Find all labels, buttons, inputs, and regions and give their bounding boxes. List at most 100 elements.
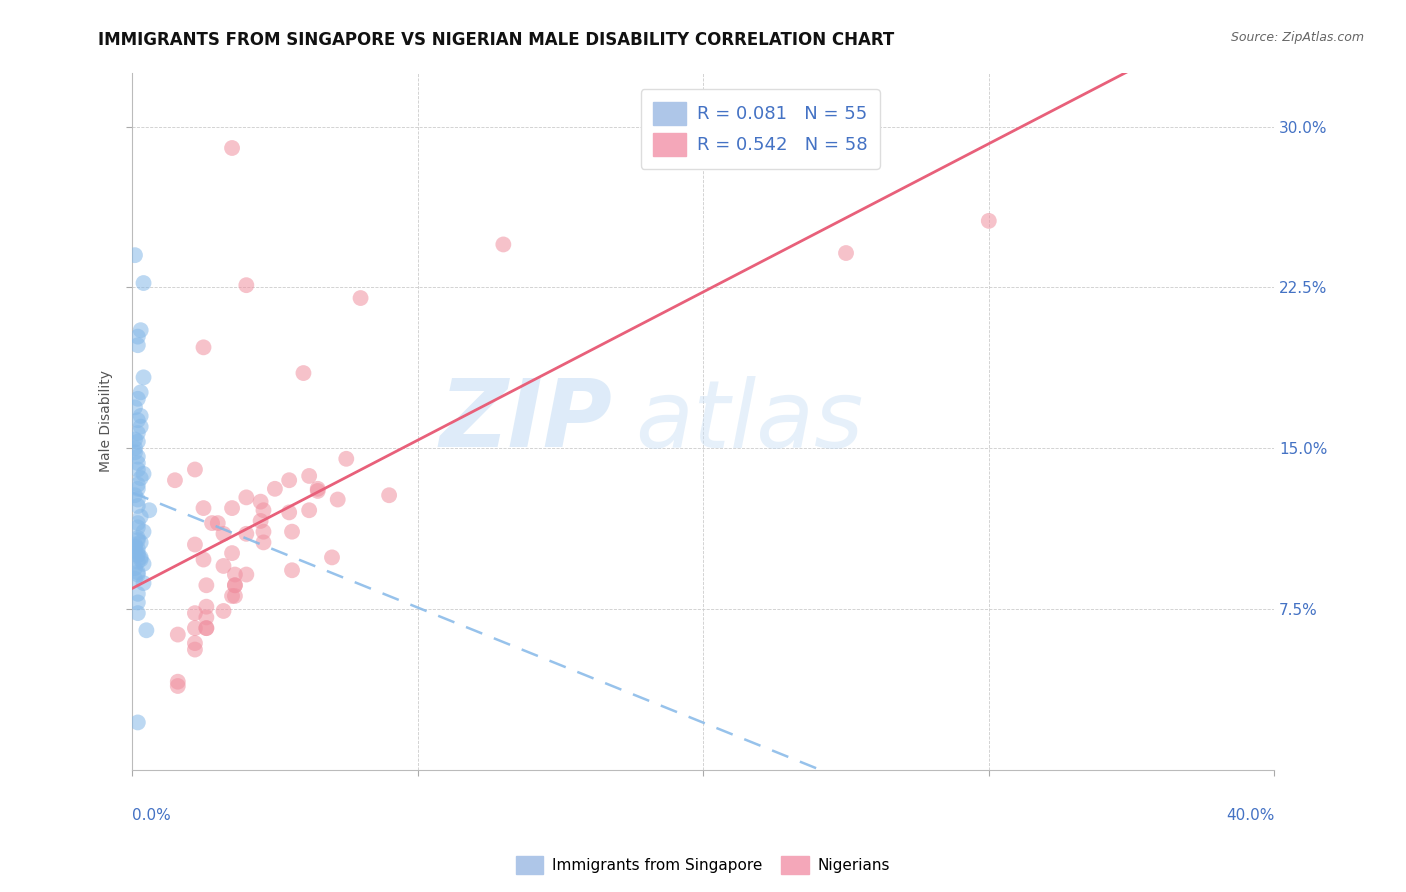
Point [249, 494, 271, 508]
Point [129, 385, 152, 400]
Point [221, 501, 243, 516]
Point [207, 516, 229, 530]
Point [349, 291, 371, 305]
Legend: Immigrants from Singapore, Nigerians: Immigrants from Singapore, Nigerians [509, 850, 897, 880]
Point [127, 329, 149, 343]
Point [127, 555, 149, 569]
Text: atlas: atlas [634, 376, 863, 467]
Text: 40.0%: 40.0% [1226, 808, 1274, 823]
Legend: R = 0.081   N = 55, R = 0.542   N = 58: R = 0.081 N = 55, R = 0.542 N = 58 [641, 89, 880, 169]
Point [129, 550, 152, 565]
Point [281, 563, 304, 577]
Point [201, 516, 224, 530]
Point [127, 499, 149, 513]
Point [129, 535, 152, 549]
Point [127, 541, 149, 556]
Point [193, 552, 215, 566]
Point [212, 526, 235, 541]
Point [132, 370, 155, 384]
Point [129, 552, 152, 566]
Point [195, 599, 218, 614]
Point [124, 540, 146, 554]
Point [124, 433, 146, 447]
Point [184, 642, 207, 657]
Point [127, 392, 149, 406]
Point [124, 544, 146, 558]
Point [127, 533, 149, 548]
Point [278, 505, 301, 519]
Point [124, 445, 146, 459]
Point [124, 248, 146, 262]
Point [127, 520, 149, 534]
Point [184, 462, 207, 476]
Text: Source: ZipAtlas.com: Source: ZipAtlas.com [1230, 31, 1364, 45]
Point [224, 578, 246, 592]
Point [292, 366, 315, 380]
Point [127, 587, 149, 601]
Point [492, 237, 515, 252]
Point [127, 462, 149, 476]
Point [193, 340, 215, 354]
Point [298, 469, 321, 483]
Point [249, 514, 271, 528]
Point [378, 488, 401, 502]
Point [129, 509, 152, 524]
Point [235, 278, 257, 293]
Text: ZIP: ZIP [439, 376, 612, 467]
Point [166, 674, 188, 689]
Point [124, 561, 146, 575]
Point [977, 214, 1000, 228]
Point [195, 621, 218, 635]
Point [132, 557, 155, 571]
Text: IMMIGRANTS FROM SINGAPORE VS NIGERIAN MALE DISABILITY CORRELATION CHART: IMMIGRANTS FROM SINGAPORE VS NIGERIAN MA… [98, 31, 894, 49]
Point [221, 141, 243, 155]
Point [195, 610, 218, 624]
Point [212, 558, 235, 573]
Point [127, 531, 149, 545]
Point [264, 482, 287, 496]
Point [224, 578, 246, 592]
Point [127, 450, 149, 464]
Point [835, 246, 858, 260]
Point [235, 526, 257, 541]
Point [132, 576, 155, 591]
Point [127, 426, 149, 441]
Point [166, 679, 188, 693]
Point [195, 621, 218, 635]
Point [127, 413, 149, 427]
Point [127, 434, 149, 449]
Point [129, 323, 152, 337]
Point [127, 595, 149, 609]
Point [184, 537, 207, 551]
Point [278, 473, 301, 487]
Point [235, 567, 257, 582]
Point [235, 491, 257, 505]
Point [298, 503, 321, 517]
Point [193, 501, 215, 516]
Point [135, 624, 157, 638]
Point [127, 516, 149, 530]
Point [129, 419, 152, 434]
Point [138, 503, 160, 517]
Point [127, 606, 149, 620]
Point [124, 401, 146, 415]
Point [129, 409, 152, 423]
Point [212, 604, 235, 618]
Point [166, 627, 188, 641]
Y-axis label: Male Disability: Male Disability [100, 370, 114, 472]
Point [163, 473, 186, 487]
Point [127, 492, 149, 507]
Point [127, 715, 149, 730]
Point [307, 482, 329, 496]
Point [224, 567, 246, 582]
Point [221, 589, 243, 603]
Point [132, 467, 155, 481]
Point [127, 546, 149, 560]
Point [132, 524, 155, 539]
Point [127, 548, 149, 562]
Point [127, 482, 149, 496]
Point [124, 537, 146, 551]
Point [326, 492, 349, 507]
Point [184, 606, 207, 620]
Point [252, 503, 274, 517]
